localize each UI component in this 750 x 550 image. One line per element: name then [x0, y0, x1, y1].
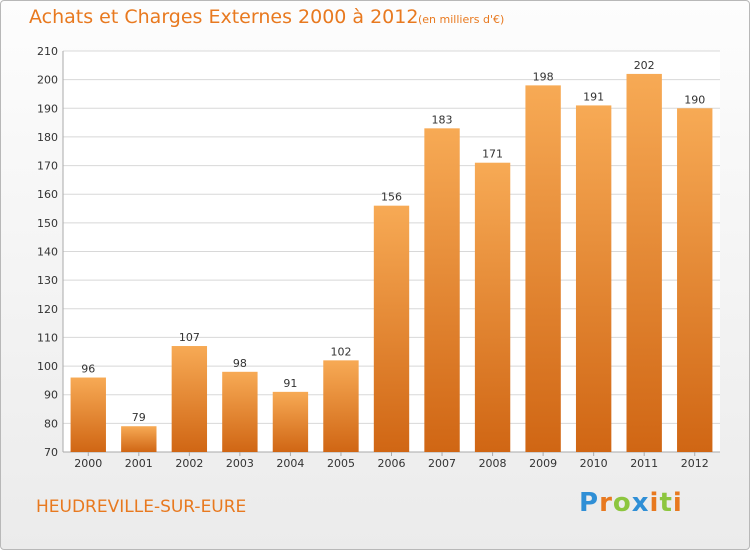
bar-2006: [373, 205, 410, 452]
x-tick-label-2012: 2012: [681, 457, 709, 470]
y-tick-label: 160: [37, 188, 58, 201]
bar-2009: [525, 85, 561, 452]
y-tick-label: 130: [37, 274, 58, 287]
y-tick-label: 210: [37, 45, 58, 58]
x-tick-label-2011: 2011: [630, 457, 658, 470]
y-tick-label: 110: [37, 331, 58, 344]
bar-2012: [677, 108, 713, 453]
value-label-2009: 198: [533, 70, 554, 83]
y-tick-label: 120: [37, 303, 58, 316]
value-label-2003: 98: [233, 357, 247, 370]
y-tick-label: 140: [37, 246, 58, 259]
value-label-2010: 191: [583, 90, 604, 103]
proxiti-logo[interactable]: Proxiti: [579, 488, 683, 518]
x-tick-label-2010: 2010: [580, 457, 608, 470]
x-tick-label-2008: 2008: [479, 457, 507, 470]
bar-2004: [272, 391, 309, 452]
x-tick-label-2004: 2004: [276, 457, 304, 470]
y-tick-label: 170: [37, 160, 58, 173]
y-tick-label: 200: [37, 74, 58, 87]
bar-2007: [424, 128, 460, 452]
place-name: HEUDREVILLE-SUR-EURE: [36, 497, 247, 517]
bar-2005: [323, 360, 359, 452]
y-tick-label: 150: [37, 217, 58, 230]
value-label-2006: 156: [381, 191, 402, 204]
bar-2010: [575, 105, 612, 453]
x-tick-label-2007: 2007: [428, 457, 456, 470]
chart-title: Achats et Charges Externes 2000 à 2012: [29, 6, 419, 28]
value-label-2001: 79: [132, 411, 146, 424]
x-tick-label-2002: 2002: [175, 457, 203, 470]
value-label-2011: 202: [634, 59, 655, 72]
bar-2002: [171, 346, 208, 452]
y-tick-label: 190: [37, 102, 58, 115]
x-tick-label-2006: 2006: [378, 457, 406, 470]
bars: [70, 73, 713, 453]
axes: 7080901001101201301401501601701801902002…: [37, 45, 720, 470]
y-tick-label: 70: [44, 446, 58, 459]
y-tick-label: 90: [44, 389, 58, 402]
bar-2008: [474, 162, 511, 452]
x-tick-label-2009: 2009: [529, 457, 557, 470]
y-tick-label: 100: [37, 360, 58, 373]
value-label-2007: 183: [432, 113, 453, 126]
chart-subtitle: (en milliers d'€): [418, 13, 505, 26]
x-tick-label-2003: 2003: [226, 457, 254, 470]
bar-2000: [70, 377, 106, 452]
bar-2011: [626, 73, 662, 453]
y-tick-label: 180: [37, 131, 58, 144]
bar-2003: [222, 371, 258, 452]
value-label-2004: 91: [283, 377, 297, 390]
value-label-2000: 96: [81, 363, 95, 376]
x-tick-label-2001: 2001: [125, 457, 153, 470]
bar-2001: [121, 426, 157, 452]
value-label-2002: 107: [179, 331, 200, 344]
value-label-2005: 102: [330, 345, 351, 358]
y-tick-label: 80: [44, 417, 58, 430]
x-tick-label-2005: 2005: [327, 457, 355, 470]
x-tick-label-2000: 2000: [74, 457, 102, 470]
labels: 96 79 107 98 91 102 156 183 171 198 191 202 190: [81, 59, 705, 424]
value-label-2012: 190: [684, 93, 705, 106]
value-label-2008: 171: [482, 148, 503, 161]
